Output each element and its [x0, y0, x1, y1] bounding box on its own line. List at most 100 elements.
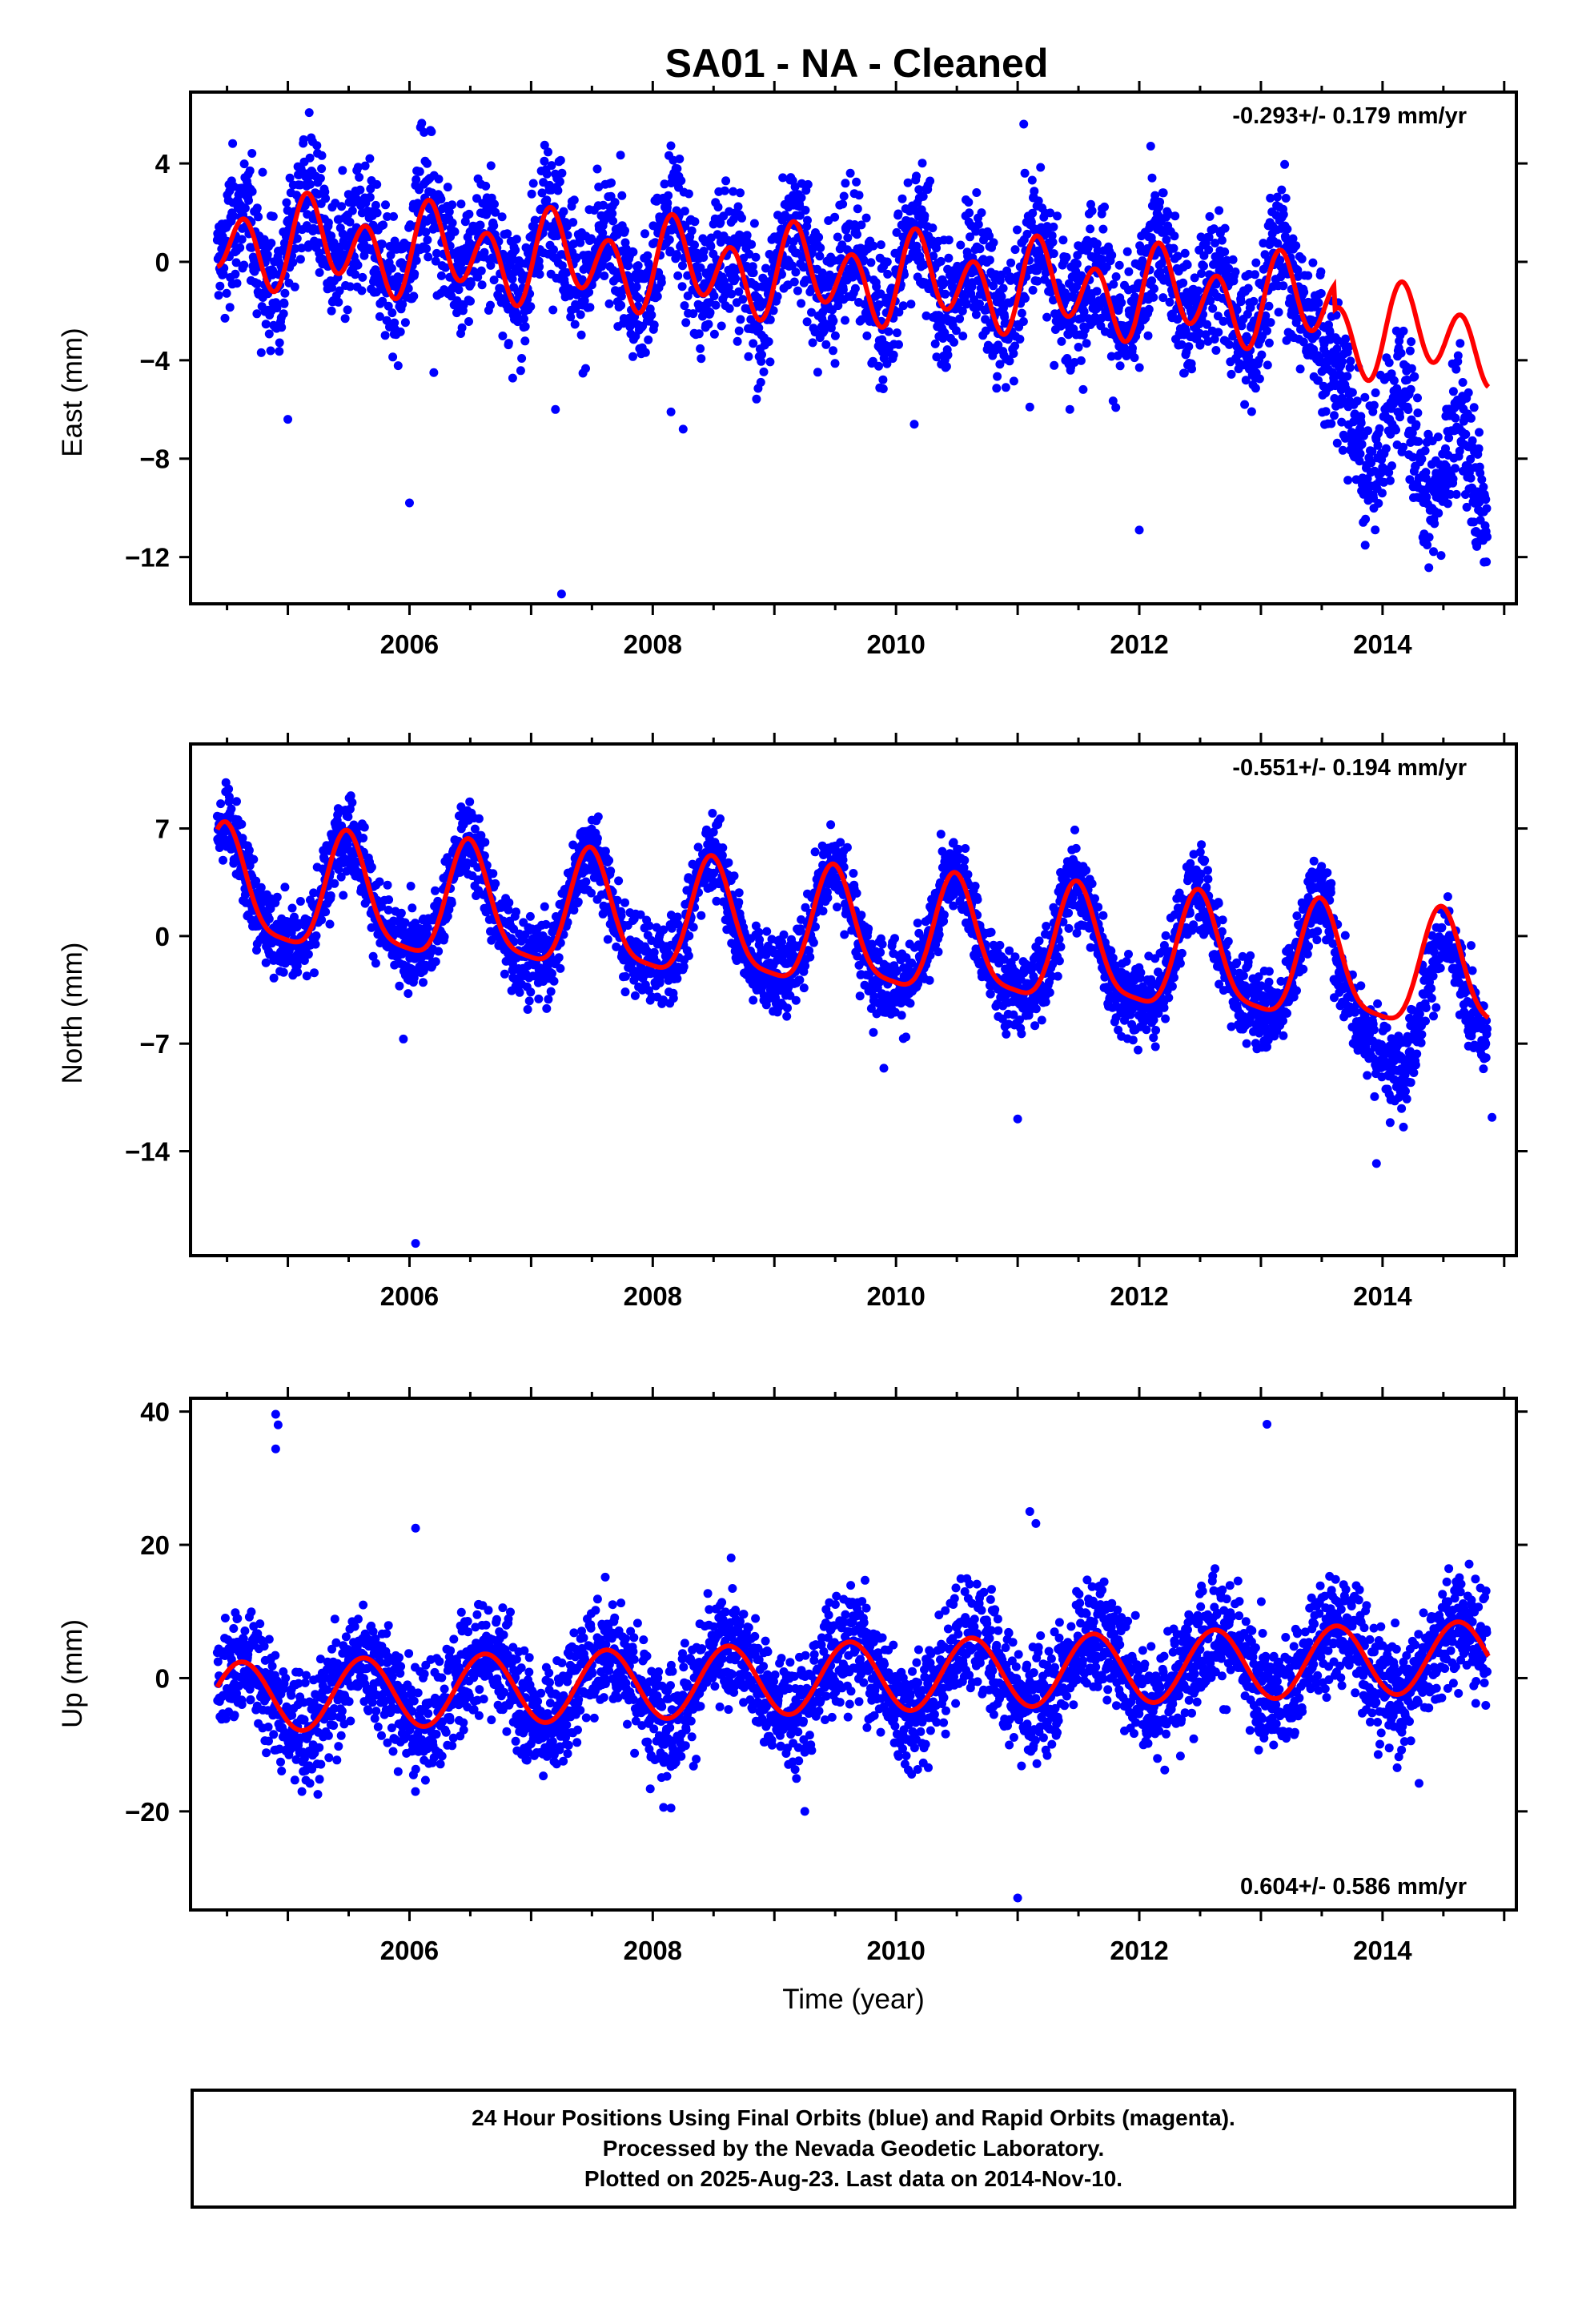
observation-point: [225, 303, 235, 312]
observation-point: [829, 346, 837, 356]
observation-point: [616, 300, 626, 310]
observation-point: [1165, 297, 1174, 307]
observation-point: [878, 384, 888, 393]
observation-point: [1299, 287, 1309, 297]
observation-point: [813, 368, 822, 377]
observation-point: [528, 179, 538, 188]
observation-point: [365, 154, 375, 163]
observation-point: [267, 239, 276, 248]
observation-point: [1481, 495, 1491, 505]
observation-point: [1433, 432, 1443, 442]
observation-point: [841, 316, 849, 325]
observation-point: [685, 931, 694, 941]
observation-point: [247, 187, 257, 196]
observation-point: [704, 320, 713, 329]
observation-point: [1182, 260, 1192, 270]
observation-point: [709, 329, 719, 339]
observation-point: [280, 288, 290, 298]
observation-point: [1130, 353, 1139, 363]
observation-point: [655, 978, 665, 987]
observation-point: [1028, 285, 1038, 295]
observation-point: [486, 260, 496, 270]
observation-point: [249, 854, 259, 864]
observation-point: [632, 282, 641, 292]
observation-point: [404, 989, 413, 999]
observation-point: [944, 253, 954, 263]
observation-point: [944, 235, 954, 245]
observation-point: [398, 300, 408, 309]
observation-point: [1009, 376, 1018, 386]
observation-point: [593, 812, 603, 822]
observation-point: [1429, 547, 1438, 557]
observation-point: [252, 309, 262, 319]
observation-point: [239, 159, 249, 169]
observation-point: [1375, 424, 1384, 433]
observation-point: [375, 312, 384, 321]
observation-point: [1155, 197, 1165, 207]
observation-point: [237, 235, 247, 244]
observation-point: [1281, 194, 1291, 203]
observation-point: [894, 340, 903, 349]
observation-point: [504, 339, 513, 348]
observation-point: [388, 352, 398, 362]
observation-point: [504, 898, 514, 907]
observation-point: [1001, 383, 1010, 392]
observation-point: [1461, 429, 1471, 439]
observation-point: [706, 242, 716, 251]
observation-point: [1448, 474, 1458, 484]
observation-point: [1338, 357, 1347, 366]
observation-point: [677, 282, 687, 292]
observation-point: [375, 877, 384, 887]
observation-point: [517, 354, 527, 363]
observation-point: [327, 231, 336, 241]
observation-point: [616, 151, 625, 160]
observation-point: [974, 219, 983, 229]
observation-point: [516, 366, 525, 376]
observation-point: [295, 255, 305, 264]
observation-point: [1360, 541, 1370, 550]
observation-point: [554, 953, 564, 963]
observation-point: [893, 209, 903, 219]
observation-point: [1407, 337, 1416, 347]
observation-point: [1199, 261, 1208, 271]
observation-point: [396, 908, 406, 918]
observation-point: [434, 175, 444, 184]
observation-point: [1006, 258, 1016, 267]
observation-point: [1122, 247, 1132, 256]
observation-point: [884, 327, 893, 336]
y-tick-label: 0: [155, 247, 170, 277]
observation-point: [232, 279, 242, 288]
outlier-point: [678, 424, 688, 434]
observation-point: [1464, 388, 1473, 397]
observation-point: [330, 879, 339, 888]
observation-point: [235, 243, 245, 252]
observation-point: [222, 288, 231, 298]
observation-point: [464, 209, 474, 219]
observation-point: [1451, 464, 1460, 473]
observation-point: [1303, 271, 1313, 280]
observation-point: [1111, 272, 1121, 281]
observation-point: [338, 166, 347, 175]
observation-point: [390, 318, 400, 328]
observation-point: [640, 348, 650, 357]
observation-point: [304, 108, 314, 118]
observation-point: [553, 186, 563, 195]
observation-point: [1469, 403, 1479, 412]
observation-point: [1251, 384, 1260, 393]
observation-point: [1341, 334, 1351, 344]
observation-point: [733, 202, 743, 211]
observation-point: [814, 232, 824, 242]
x-tick-label: 2006: [380, 629, 439, 659]
observation-point: [610, 198, 620, 207]
observation-point: [603, 935, 612, 944]
observation-point: [317, 915, 327, 925]
observation-point: [326, 891, 335, 900]
observation-point: [327, 306, 336, 316]
north-rate-label: -0.551+/- 0.194 mm/yr: [1232, 755, 1467, 781]
observation-point: [620, 898, 629, 907]
observation-point: [731, 274, 741, 283]
observation-point: [821, 340, 831, 349]
observation-point: [216, 799, 226, 809]
observation-point: [882, 257, 892, 267]
observation-point: [1255, 374, 1264, 384]
